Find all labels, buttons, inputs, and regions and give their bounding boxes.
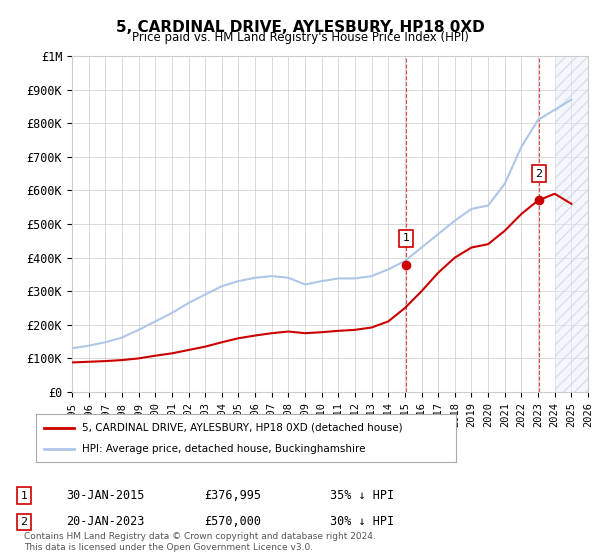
- Text: 20-JAN-2023: 20-JAN-2023: [66, 515, 145, 529]
- Text: 5, CARDINAL DRIVE, AYLESBURY, HP18 0XD (detached house): 5, CARDINAL DRIVE, AYLESBURY, HP18 0XD (…: [82, 423, 403, 433]
- Text: £570,000: £570,000: [204, 515, 261, 529]
- Text: 35% ↓ HPI: 35% ↓ HPI: [330, 489, 394, 502]
- Text: 2: 2: [536, 169, 542, 179]
- Text: Price paid vs. HM Land Registry's House Price Index (HPI): Price paid vs. HM Land Registry's House …: [131, 31, 469, 44]
- Text: 1: 1: [20, 491, 28, 501]
- Text: £376,995: £376,995: [204, 489, 261, 502]
- Text: HPI: Average price, detached house, Buckinghamshire: HPI: Average price, detached house, Buck…: [82, 444, 366, 454]
- Text: 30% ↓ HPI: 30% ↓ HPI: [330, 515, 394, 529]
- Text: Contains HM Land Registry data © Crown copyright and database right 2024.
This d: Contains HM Land Registry data © Crown c…: [24, 532, 376, 552]
- Text: 30-JAN-2015: 30-JAN-2015: [66, 489, 145, 502]
- Text: 5, CARDINAL DRIVE, AYLESBURY, HP18 0XD: 5, CARDINAL DRIVE, AYLESBURY, HP18 0XD: [116, 20, 484, 35]
- Text: 2: 2: [20, 517, 28, 527]
- Text: 1: 1: [403, 234, 410, 244]
- Bar: [555, 56, 588, 392]
